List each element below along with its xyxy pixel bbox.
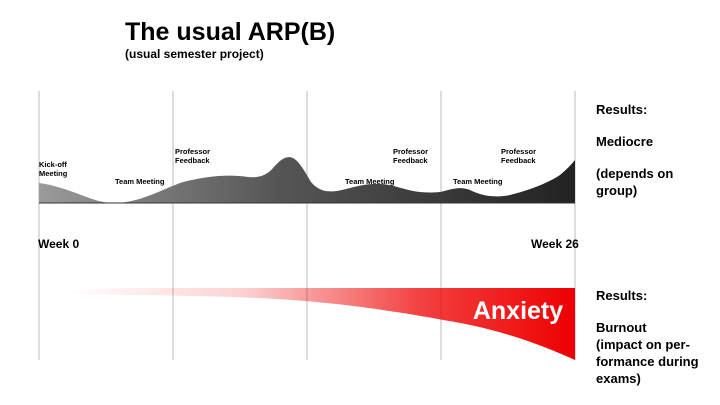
results-bottom: Results: Burnout (impact on per- formanc… <box>596 287 699 387</box>
event-professor-feedback-1: Professor Feedback <box>175 147 212 165</box>
anxiety-label: Anxiety <box>473 297 563 325</box>
results-top-note-1: (depends on <box>596 166 674 181</box>
results-top-value: Mediocre <box>596 134 654 149</box>
results-bottom-note-1: (impact on per- <box>596 337 690 352</box>
results-top-heading: Results: <box>596 102 648 117</box>
event-team-meeting-1: Team Meeting <box>115 177 165 186</box>
results-bottom-note-3: exams) <box>596 371 641 386</box>
page-title: The usual ARP(B) <box>125 18 336 46</box>
results-bottom-value: Burnout <box>596 320 647 335</box>
results-bottom-note-2: formance during <box>596 354 699 369</box>
results-top: Results: Mediocre (depends on group) <box>596 101 673 199</box>
results-top-note-2: group) <box>596 183 638 198</box>
workload-curve <box>39 157 575 203</box>
anxiety-curve <box>65 288 575 360</box>
event-professor-feedback-3: Professor Feedback <box>501 147 538 165</box>
event-professor-feedback-2: Professor Feedback <box>393 147 430 165</box>
event-team-meeting-2: Team Meeting <box>345 177 395 186</box>
event-team-meeting-3: Team Meeting <box>453 177 503 186</box>
results-bottom-heading: Results: <box>596 288 648 303</box>
event-kickoff-meeting: Kick-off Meeting <box>39 160 69 178</box>
week-start-label: Week 0 <box>38 237 80 251</box>
week-end-label: Week 26 <box>531 237 579 251</box>
page-subtitle: (usual semester project) <box>125 47 264 61</box>
